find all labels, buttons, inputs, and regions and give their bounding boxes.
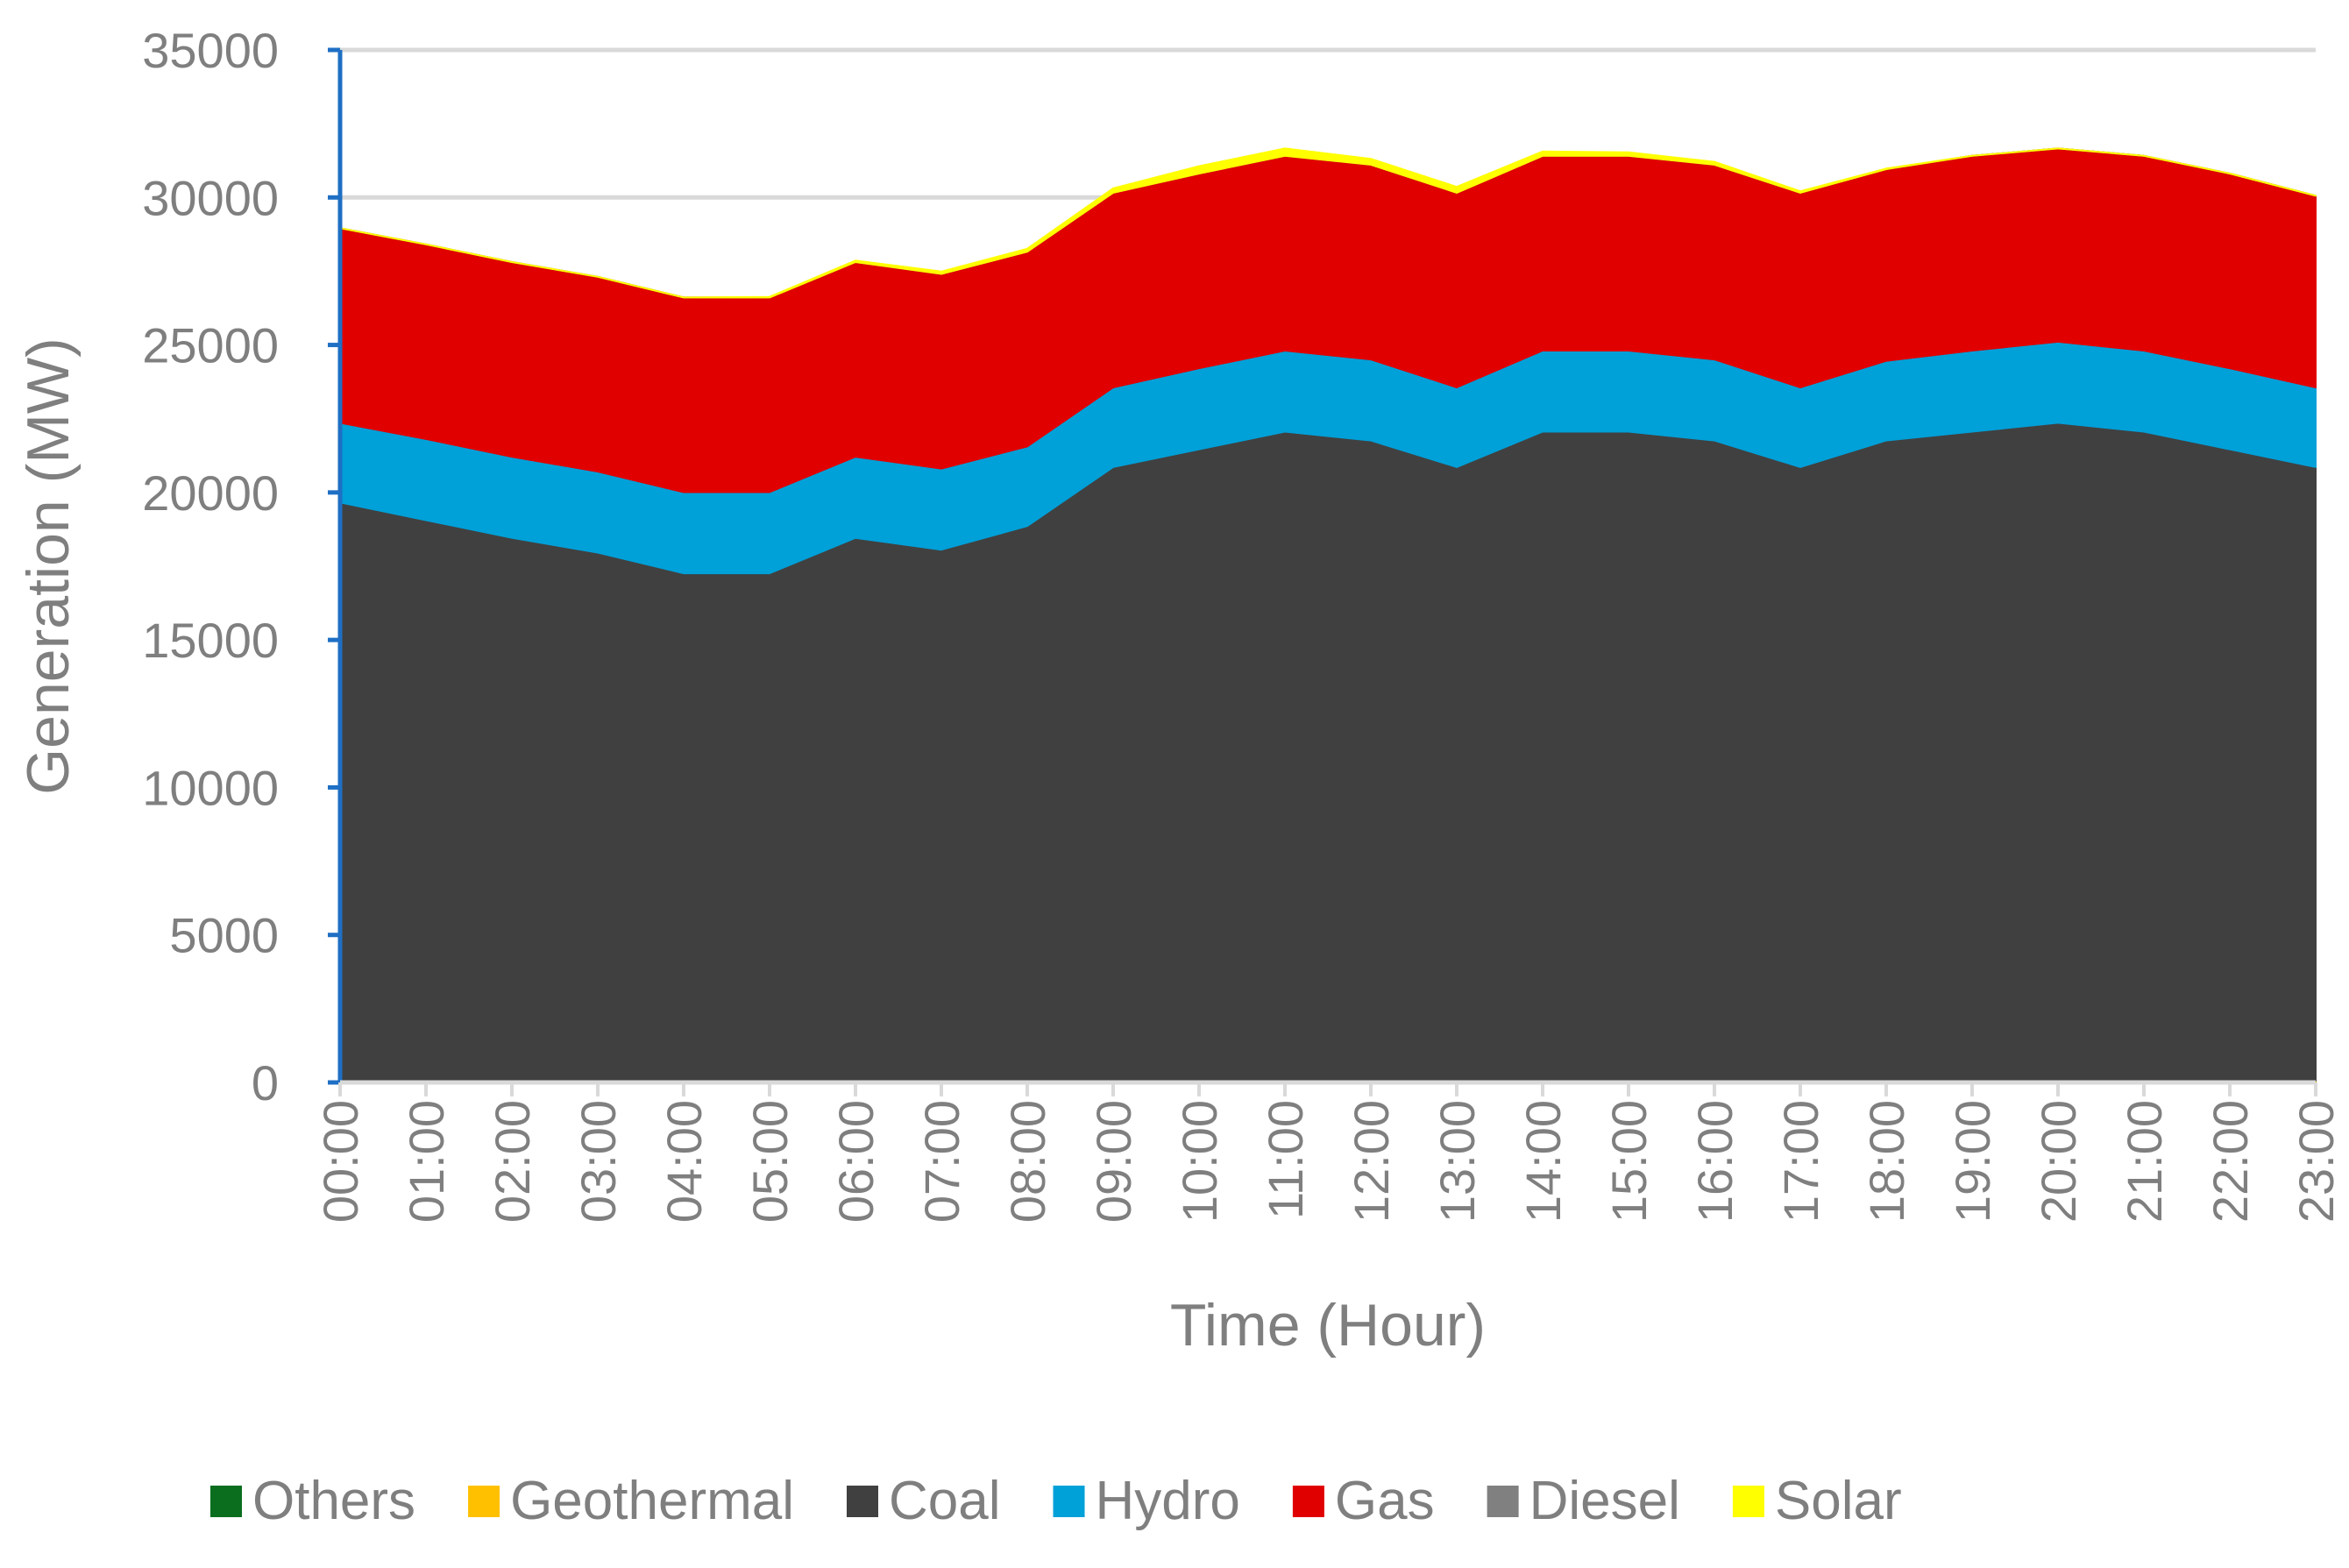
legend-label-geothermal: Geothermal (510, 1471, 794, 1531)
x-tick-label: 04:00 (656, 1100, 712, 1223)
x-tick-label: 14:00 (1515, 1100, 1571, 1223)
legend-label-solar: Solar (1775, 1471, 1902, 1531)
legend-label-hydro: Hydro (1096, 1471, 1240, 1531)
x-tick-label: 03:00 (571, 1100, 626, 1223)
x-tick-labels: 00:00 01:00 02:00 03:00 04:00 05:00 06:00 07:00… (313, 1100, 2344, 1223)
x-axis-title: Time (Hour) (1170, 1292, 1486, 1359)
x-tick-label: 19:00 (1945, 1100, 2000, 1223)
x-tick-label: 15:00 (1601, 1100, 1657, 1223)
x-tick-label: 12:00 (1344, 1100, 1399, 1223)
x-tick-label: 01:00 (399, 1100, 454, 1223)
y-tick-label: 20000 (142, 465, 279, 521)
x-tick-label: 06:00 (828, 1100, 884, 1223)
legend-label-others: Others (252, 1471, 415, 1531)
x-tick-label: 16:00 (1687, 1100, 1742, 1223)
x-tick-label: 05:00 (742, 1100, 798, 1223)
legend-swatch-others (210, 1486, 242, 1517)
x-tick-label: 07:00 (914, 1100, 969, 1223)
y-tick-labels: 0 5000 10000 15000 20000 25000 30000 35000 (142, 23, 279, 1110)
x-tick-label: 23:00 (2289, 1100, 2344, 1223)
area-series (339, 147, 2317, 1083)
legend-label-coal: Coal (889, 1471, 1001, 1531)
x-tick-label: 10:00 (1172, 1100, 1227, 1223)
legend-swatch-solar (1732, 1486, 1764, 1517)
x-tick-label: 17:00 (1773, 1100, 1828, 1223)
x-tick-label: 18:00 (1859, 1100, 1914, 1223)
x-tick-label: 02:00 (485, 1100, 540, 1223)
y-axis-title: Generation (MW) (15, 337, 82, 794)
x-tick-label: 21:00 (2117, 1100, 2172, 1223)
area-solar (339, 147, 2317, 299)
legend-swatch-geothermal (468, 1486, 500, 1517)
y-tick-label: 15000 (142, 613, 279, 668)
x-tick-label: 09:00 (1086, 1100, 1141, 1223)
x-tick-label: 13:00 (1430, 1100, 1485, 1223)
legend-swatch-diesel (1487, 1486, 1519, 1517)
x-tick-label: 20:00 (2031, 1100, 2086, 1223)
y-tick-label: 0 (252, 1055, 279, 1110)
legend: Others Geothermal Coal Hydro Gas Diesel Solar (210, 1471, 1902, 1531)
y-tick-label: 5000 (169, 908, 279, 963)
legend-swatch-hydro (1053, 1486, 1085, 1517)
x-tick-label: 00:00 (313, 1100, 368, 1223)
y-tick-label: 35000 (142, 23, 279, 78)
x-tick-label: 22:00 (2203, 1100, 2258, 1223)
axes (328, 47, 2317, 1096)
legend-label-diesel: Diesel (1529, 1471, 1680, 1531)
legend-swatch-coal (847, 1486, 878, 1517)
x-tick-label: 08:00 (1000, 1100, 1055, 1223)
legend-label-gas: Gas (1335, 1471, 1435, 1531)
y-tick-label: 10000 (142, 760, 279, 815)
y-tick-label: 25000 (142, 318, 279, 373)
y-tick-label: 30000 (142, 170, 279, 225)
x-tick-label: 11:00 (1258, 1100, 1313, 1219)
legend-swatch-gas (1292, 1486, 1324, 1517)
